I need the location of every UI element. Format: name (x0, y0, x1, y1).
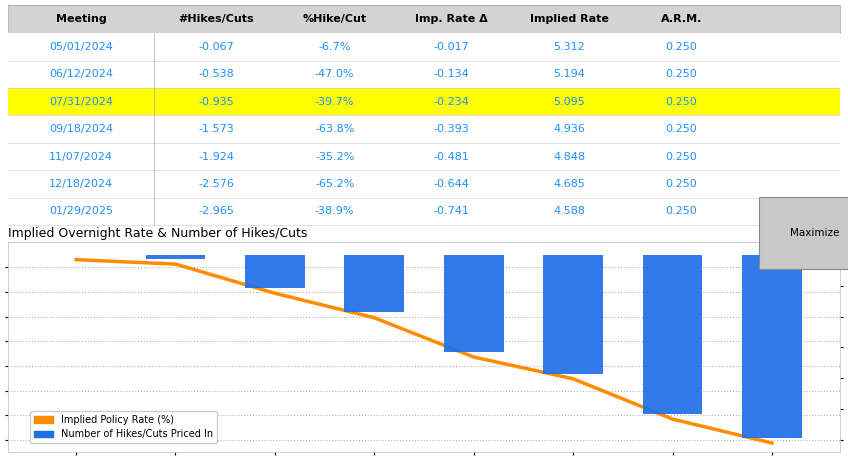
Text: 5.095: 5.095 (554, 97, 585, 107)
Text: 5.312: 5.312 (554, 42, 585, 52)
Text: -39.7%: -39.7% (315, 97, 354, 107)
Text: 5.194: 5.194 (554, 69, 585, 80)
Text: 12/18/2024: 12/18/2024 (49, 179, 114, 189)
Text: -0.644: -0.644 (433, 179, 469, 189)
Bar (245, 255, 304, 288)
FancyBboxPatch shape (8, 116, 840, 143)
Text: 0.250: 0.250 (666, 69, 698, 80)
Text: 0.250: 0.250 (666, 97, 698, 107)
FancyBboxPatch shape (8, 5, 840, 33)
Text: 0.250: 0.250 (666, 179, 698, 189)
FancyBboxPatch shape (8, 61, 840, 88)
Text: -0.393: -0.393 (433, 124, 469, 134)
Text: -47.0%: -47.0% (315, 69, 354, 80)
Bar (643, 255, 702, 414)
Text: A.R.M.: A.R.M. (661, 14, 702, 24)
Text: -0.067: -0.067 (198, 42, 234, 52)
Text: -0.741: -0.741 (433, 207, 469, 217)
FancyBboxPatch shape (8, 88, 840, 116)
Text: -35.2%: -35.2% (315, 152, 354, 162)
Text: -0.234: -0.234 (433, 97, 469, 107)
Text: Implied Rate: Implied Rate (530, 14, 609, 24)
Text: -0.538: -0.538 (198, 69, 234, 80)
Bar (146, 255, 205, 259)
Text: Imp. Rate Δ: Imp. Rate Δ (415, 14, 488, 24)
Text: 4.588: 4.588 (554, 207, 585, 217)
Text: #Hikes/Cuts: #Hikes/Cuts (178, 14, 254, 24)
Text: 05/01/2024: 05/01/2024 (49, 42, 113, 52)
Text: 06/12/2024: 06/12/2024 (49, 69, 113, 80)
Text: 0.250: 0.250 (666, 42, 698, 52)
Bar (344, 255, 404, 313)
Text: -38.9%: -38.9% (315, 207, 354, 217)
Text: -2.576: -2.576 (198, 179, 234, 189)
Text: -2.965: -2.965 (198, 207, 234, 217)
Text: -6.7%: -6.7% (319, 42, 351, 52)
Text: 4.936: 4.936 (554, 124, 585, 134)
Text: Implied Overnight Rate & Number of Hikes/Cuts: Implied Overnight Rate & Number of Hikes… (8, 227, 308, 240)
Bar (444, 255, 504, 352)
Text: 09/18/2024: 09/18/2024 (49, 124, 114, 134)
Text: -0.017: -0.017 (433, 42, 469, 52)
Text: 4.685: 4.685 (554, 179, 585, 189)
Text: 01/29/2025: 01/29/2025 (49, 207, 113, 217)
FancyBboxPatch shape (8, 143, 840, 170)
Text: Meeting: Meeting (56, 14, 107, 24)
Text: 4.848: 4.848 (554, 152, 585, 162)
Bar (742, 255, 801, 438)
Text: 0.250: 0.250 (666, 207, 698, 217)
Text: -0.134: -0.134 (433, 69, 469, 80)
Text: -65.2%: -65.2% (315, 179, 354, 189)
Bar (544, 255, 603, 373)
Text: -0.481: -0.481 (433, 152, 469, 162)
Legend: Implied Policy Rate (%), Number of Hikes/Cuts Priced In: Implied Policy Rate (%), Number of Hikes… (30, 411, 217, 443)
Text: 0.250: 0.250 (666, 152, 698, 162)
FancyBboxPatch shape (8, 198, 840, 225)
Text: 11/07/2024: 11/07/2024 (49, 152, 113, 162)
FancyBboxPatch shape (8, 33, 840, 61)
Text: 0.250: 0.250 (666, 124, 698, 134)
Text: -1.573: -1.573 (198, 124, 234, 134)
Text: Maximize: Maximize (790, 228, 840, 238)
Text: -63.8%: -63.8% (315, 124, 354, 134)
Text: %Hike/Cut: %Hike/Cut (303, 14, 366, 24)
Text: -0.935: -0.935 (198, 97, 234, 107)
Text: -1.924: -1.924 (198, 152, 234, 162)
FancyBboxPatch shape (8, 170, 840, 198)
Text: 07/31/2024: 07/31/2024 (49, 97, 113, 107)
